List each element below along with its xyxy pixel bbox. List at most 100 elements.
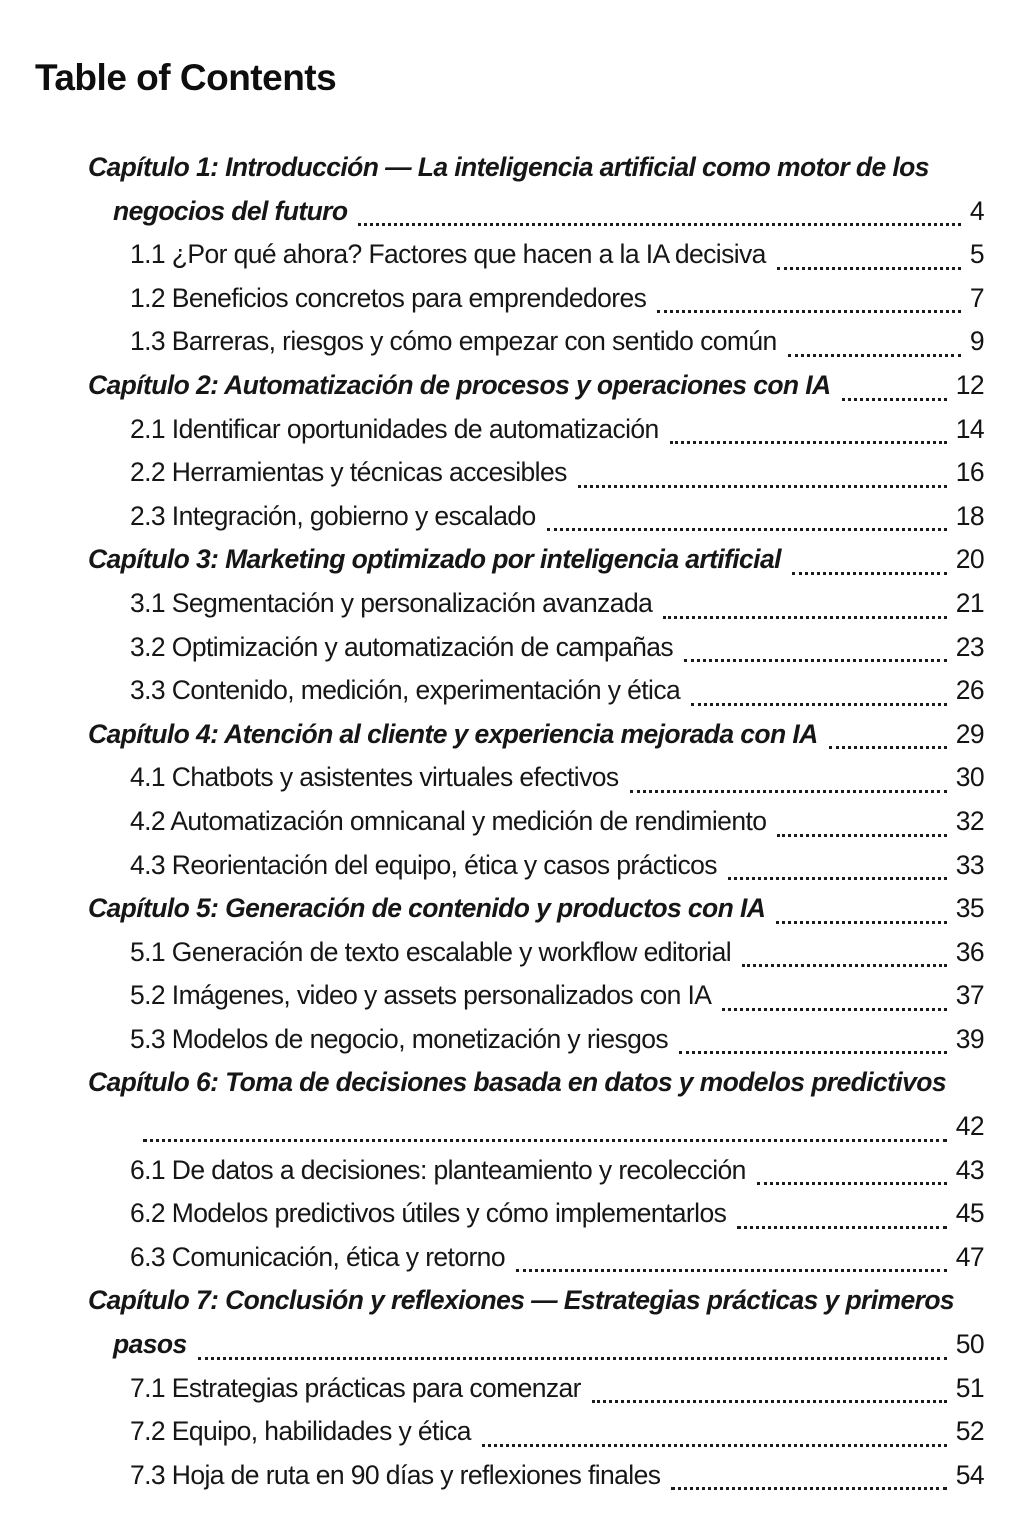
toc-entry-label: 1.2 Beneficios concretos para emprendedo…	[130, 282, 647, 313]
toc-entry-leader-line: 2.2 Herramientas y técnicas accesibles 16	[130, 451, 985, 495]
toc-entry-label: 5.2 Imágenes, video y assets personaliza…	[130, 980, 712, 1011]
toc-entry-label: 6.3 Comunicación, ética y retorno	[130, 1241, 506, 1272]
toc-entry-label: 5.3 Modelos de negocio, monetización y r…	[130, 1023, 669, 1054]
toc-entry-label: 6.1 De datos a decisiones: planteamiento…	[130, 1154, 746, 1185]
toc-page-number: 21	[955, 587, 985, 618]
toc-page-number: 7	[969, 282, 985, 313]
toc-entry[interactable]: 4.1 Chatbots y asistentes virtuales efec…	[88, 756, 985, 800]
toc-entry-label: 1.3 Barreras, riesgos y cómo empezar con…	[130, 326, 777, 357]
toc-entry[interactable]: Capítulo 6: Toma de decisiones basada en…	[88, 1061, 985, 1149]
dot-leader	[629, 789, 947, 793]
toc-entry[interactable]: 3.2 Optimización y automatización de cam…	[88, 626, 985, 670]
toc-page-number: 37	[955, 980, 985, 1011]
dot-leader	[691, 702, 947, 706]
toc-entry-leader-line: 5.3 Modelos de negocio, monetización y r…	[130, 1018, 985, 1062]
toc-entry-leader-line: 4.1 Chatbots y asistentes virtuales efec…	[130, 756, 985, 800]
toc-entry[interactable]: 1.1 ¿Por qué ahora? Factores que hacen a…	[88, 233, 985, 277]
dot-leader	[591, 1400, 947, 1404]
toc-page-number: 47	[955, 1241, 985, 1272]
toc-entry[interactable]: 5.3 Modelos de negocio, monetización y r…	[88, 1018, 985, 1062]
dot-leader	[722, 1007, 947, 1011]
toc-entry[interactable]: Capítulo 4: Atención al cliente y experi…	[88, 713, 985, 757]
toc-entry-label: 2.3 Integración, gobierno y escalado	[130, 500, 536, 531]
toc-entry[interactable]: Capítulo 3: Marketing optimizado por int…	[88, 538, 985, 582]
toc-page-number: 51	[955, 1372, 985, 1403]
dot-leader	[727, 877, 947, 881]
toc-entry-title-line: Capítulo 7: Conclusión y reflexiones — E…	[88, 1285, 955, 1316]
toc-entry[interactable]: 6.1 De datos a decisiones: planteamiento…	[88, 1149, 985, 1193]
dot-leader	[684, 659, 947, 663]
toc-entry-leader-line: 42	[113, 1105, 985, 1149]
toc-entry-leader-line: 1.1 ¿Por qué ahora? Factores que hacen a…	[130, 233, 985, 277]
toc-entry[interactable]: 1.2 Beneficios concretos para emprendedo…	[88, 277, 985, 321]
toc-entry-leader-line: negocios del futuro 4	[113, 190, 985, 234]
toc-entry[interactable]: 5.2 Imágenes, video y assets personaliza…	[88, 974, 985, 1018]
toc-entry[interactable]: 6.3 Comunicación, ética y retorno 47	[88, 1236, 985, 1280]
dot-leader	[358, 223, 961, 227]
toc-entry[interactable]: 2.3 Integración, gobierno y escalado 18	[88, 495, 985, 539]
toc-entry[interactable]: Capítulo 1: Introducción — La inteligenc…	[88, 146, 985, 234]
toc-entry-leader-line: 6.3 Comunicación, ética y retorno 47	[130, 1236, 985, 1280]
toc-entry-label: 2.2 Herramientas y técnicas accesibles	[130, 457, 567, 488]
toc-entry[interactable]: Capítulo 5: Generación de contenido y pr…	[88, 887, 985, 931]
dot-leader	[669, 441, 947, 445]
toc-entry-leader-line: 5.2 Imágenes, video y assets personaliza…	[130, 974, 985, 1018]
toc-page-number: 26	[955, 675, 985, 706]
toc-entry-label: Capítulo 4: Atención al cliente y experi…	[88, 718, 818, 749]
toc-entry[interactable]: 5.1 Generación de texto escalable y work…	[88, 931, 985, 975]
toc-page-number: 9	[969, 326, 985, 357]
toc-entry-leader-line: 1.2 Beneficios concretos para emprendedo…	[130, 277, 985, 321]
dot-leader	[737, 1225, 947, 1229]
dot-leader	[663, 615, 947, 619]
toc-page-number: 16	[955, 457, 985, 488]
toc-entry[interactable]: 6.2 Modelos predictivos útiles y cómo im…	[88, 1192, 985, 1236]
toc-entry-label: negocios del futuro	[113, 195, 348, 226]
toc-entry-leader-line: 2.1 Identificar oportunidades de automat…	[130, 408, 985, 452]
toc-entry[interactable]: 4.2 Automatización omnicanal y medición …	[88, 800, 985, 844]
toc-entry-label: 3.2 Optimización y automatización de cam…	[130, 631, 674, 662]
toc-page-number: 14	[955, 413, 985, 444]
toc-entry-leader-line: 7.3 Hoja de ruta en 90 días y reflexione…	[130, 1454, 985, 1498]
toc-page-number: 5	[969, 239, 985, 270]
toc-entry[interactable]: 7.3 Hoja de ruta en 90 días y reflexione…	[88, 1454, 985, 1498]
page-title: Table of Contents	[35, 57, 337, 98]
dot-leader	[657, 310, 961, 314]
toc-entry-label: 4.3 Reorientación del equipo, ética y ca…	[130, 849, 717, 880]
toc-page-number: 20	[955, 544, 985, 575]
dot-leader	[828, 746, 947, 750]
toc-entry-leader-line: 6.1 De datos a decisiones: planteamiento…	[130, 1149, 985, 1193]
toc-entry[interactable]: 7.2 Equipo, habilidades y ética 52	[88, 1410, 985, 1454]
toc-entry[interactable]: 3.1 Segmentación y personalización avanz…	[88, 582, 985, 626]
toc-page-number: 30	[955, 762, 985, 793]
toc-entry-label: 7.3 Hoja de ruta en 90 días y reflexione…	[130, 1459, 661, 1490]
toc-entry[interactable]: 4.3 Reorientación del equipo, ética y ca…	[88, 844, 985, 888]
dot-leader	[577, 484, 947, 488]
toc-page-number: 32	[955, 805, 985, 836]
toc-entry-leader-line: 5.1 Generación de texto escalable y work…	[130, 931, 985, 975]
dot-leader	[546, 528, 947, 532]
toc-entry[interactable]: 2.1 Identificar oportunidades de automat…	[88, 408, 985, 452]
toc-entry-leader-line: 2.3 Integración, gobierno y escalado 18	[130, 495, 985, 539]
dot-leader	[515, 1269, 947, 1273]
toc-page-number: 23	[955, 631, 985, 662]
toc-entry-label: 5.1 Generación de texto escalable y work…	[130, 936, 732, 967]
toc-entry[interactable]: 2.2 Herramientas y técnicas accesibles 16	[88, 451, 985, 495]
toc-page-number: 29	[955, 718, 985, 749]
toc-entry-leader-line: 3.2 Optimización y automatización de cam…	[130, 626, 985, 670]
dot-leader	[671, 1487, 947, 1491]
toc-entry[interactable]: Capítulo 2: Automatización de procesos y…	[88, 364, 985, 408]
toc-entry-leader-line: 1.3 Barreras, riesgos y cómo empezar con…	[130, 320, 985, 364]
toc-entry[interactable]: Capítulo 7: Conclusión y reflexiones — E…	[88, 1279, 985, 1366]
toc-entry[interactable]: 7.1 Estrategias prácticas para comenzar 5…	[88, 1367, 985, 1411]
dot-leader	[787, 353, 961, 357]
dot-leader	[841, 397, 947, 401]
dot-leader	[679, 1051, 947, 1055]
toc-entry[interactable]: 3.3 Contenido, medición, experimentación…	[88, 669, 985, 713]
toc-entry-leader-line: 4.2 Automatización omnicanal y medición …	[130, 800, 985, 844]
toc-entry-leader-line: Capítulo 5: Generación de contenido y pr…	[88, 887, 985, 931]
toc-page-number: 50	[955, 1329, 985, 1360]
toc-page-number: 18	[955, 500, 985, 531]
toc-entry[interactable]: 1.3 Barreras, riesgos y cómo empezar con…	[88, 320, 985, 364]
toc-entry-leader-line: 3.1 Segmentación y personalización avanz…	[130, 582, 985, 626]
